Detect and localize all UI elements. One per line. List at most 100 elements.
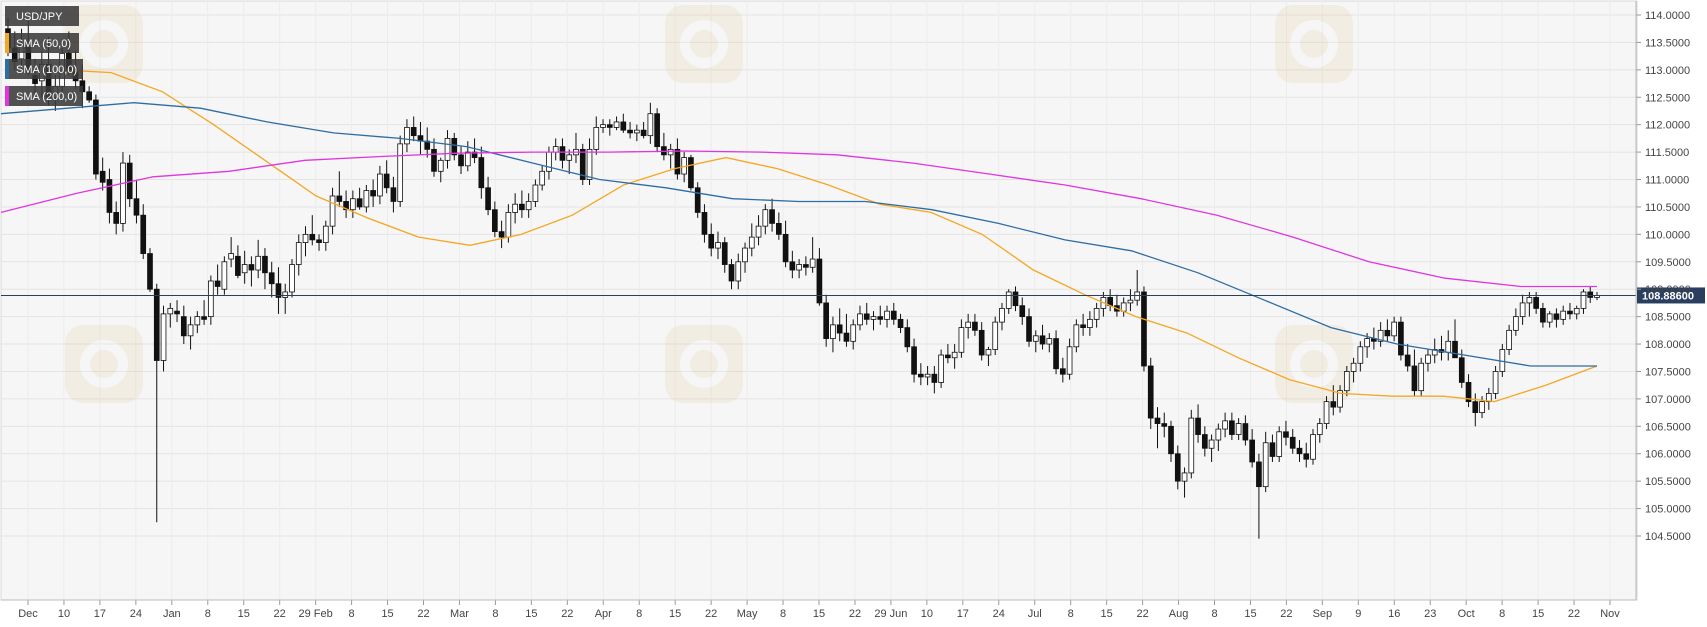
candle-bearish[interactable] [694, 187, 701, 213]
candle-bullish[interactable] [1215, 428, 1222, 441]
candle-bearish[interactable] [1249, 439, 1255, 463]
candle-bullish[interactable] [1445, 340, 1452, 353]
candle-bearish[interactable] [911, 346, 917, 375]
candle-bearish[interactable] [1303, 453, 1310, 460]
candle-bullish[interactable] [742, 247, 748, 263]
candle-bullish[interactable] [1418, 362, 1425, 392]
candle-bearish[interactable] [478, 157, 485, 189]
candle-bullish[interactable] [857, 313, 863, 326]
candle-bullish[interactable] [600, 124, 606, 128]
candle-bearish[interactable] [471, 151, 478, 158]
candle-bullish[interactable] [160, 313, 167, 361]
candle-bearish[interactable] [106, 179, 113, 213]
candle-bullish[interactable] [755, 225, 762, 238]
candle-bullish[interactable] [1262, 442, 1269, 488]
candle-bearish[interactable] [904, 327, 911, 348]
candle-bearish[interactable] [1330, 401, 1337, 408]
candle-bearish[interactable] [972, 321, 978, 331]
candle-bearish[interactable] [431, 148, 437, 172]
candle-bearish[interactable] [1019, 305, 1026, 318]
candle-bearish[interactable] [1168, 425, 1174, 455]
legend-item-usdjpy[interactable]: USD/JPY [5, 6, 79, 26]
candle-bullish[interactable] [1526, 297, 1533, 304]
candle-bullish[interactable] [715, 242, 721, 249]
candle-bearish[interactable] [1080, 324, 1086, 328]
candle-bullish[interactable] [552, 146, 559, 153]
candle-bearish[interactable] [890, 310, 897, 320]
candle-bearish[interactable] [262, 255, 268, 274]
candle-bullish[interactable] [1316, 423, 1323, 435]
candle-bullish[interactable] [322, 225, 329, 243]
candle-bullish[interactable] [444, 137, 451, 161]
candle-bearish[interactable] [1174, 453, 1181, 482]
candle-bullish[interactable] [167, 308, 174, 315]
candle-bearish[interactable] [701, 212, 708, 235]
candle-bullish[interactable] [796, 264, 802, 271]
candle-bearish[interactable] [1465, 382, 1472, 403]
candle-bearish[interactable] [1201, 434, 1208, 449]
candle-bullish[interactable] [1066, 346, 1073, 375]
candle-bullish[interactable] [1134, 291, 1141, 301]
candle-bearish[interactable] [769, 209, 775, 224]
candle-bearish[interactable] [99, 170, 106, 183]
candle-bullish[interactable] [1357, 346, 1364, 364]
candle-bullish[interactable] [1337, 390, 1343, 408]
candle-bullish[interactable] [1560, 310, 1567, 320]
candle-bullish[interactable] [566, 154, 573, 161]
candle-bullish[interactable] [985, 349, 992, 356]
candle-bearish[interactable] [174, 310, 180, 315]
candle-bullish[interactable] [1120, 302, 1127, 312]
candle-bullish[interactable] [1046, 338, 1053, 345]
candle-bullish[interactable] [850, 324, 857, 342]
candle-bearish[interactable] [214, 280, 221, 287]
candle-bullish[interactable] [634, 129, 640, 134]
candle-bearish[interactable] [1540, 308, 1546, 323]
candle-bearish[interactable] [1398, 321, 1404, 356]
candle-bullish[interactable] [120, 162, 126, 224]
candle-bearish[interactable] [789, 261, 796, 271]
candle-bearish[interactable] [458, 154, 464, 167]
candle-bearish[interactable] [492, 209, 498, 233]
candle-bearish[interactable] [1567, 310, 1573, 315]
candle-bullish[interactable] [282, 291, 289, 298]
candle-bearish[interactable] [1283, 431, 1289, 438]
candle-bullish[interactable] [870, 316, 877, 320]
candle-bullish[interactable] [255, 255, 262, 271]
candle-bullish[interactable] [1479, 401, 1485, 414]
candle-bullish[interactable] [762, 209, 769, 227]
candle-bullish[interactable] [505, 212, 512, 238]
candle-bullish[interactable] [1276, 431, 1283, 457]
candle-bearish[interactable] [620, 121, 627, 131]
candle-bullish[interactable] [1343, 371, 1350, 392]
candle-bearish[interactable] [728, 264, 735, 282]
candle-bearish[interactable] [931, 373, 938, 383]
candle-bullish[interactable] [735, 261, 742, 282]
candle-bullish[interactable] [593, 127, 600, 150]
candle-bullish[interactable] [437, 159, 444, 172]
candle-bullish[interactable] [1087, 318, 1093, 329]
candle-bearish[interactable] [1296, 447, 1303, 455]
candle-bearish[interactable] [803, 264, 809, 268]
candle-bearish[interactable] [1039, 335, 1046, 345]
candle-bearish[interactable] [721, 242, 728, 265]
candle-bullish[interactable] [525, 201, 532, 211]
candle-bullish[interactable] [1208, 439, 1215, 449]
candle-bullish[interactable] [221, 261, 228, 290]
candle-bullish[interactable] [1580, 291, 1587, 309]
candle-bearish[interactable] [519, 203, 525, 211]
candle-bearish[interactable] [390, 187, 397, 202]
candle-bearish[interactable] [775, 222, 782, 235]
candle-bearish[interactable] [1472, 401, 1479, 414]
candle-bearish[interactable] [309, 233, 316, 241]
candle-bullish[interactable] [289, 264, 295, 293]
candle-bullish[interactable] [1546, 313, 1553, 323]
candle-bullish[interactable] [958, 327, 965, 353]
candle-bullish[interactable] [1350, 362, 1357, 372]
candle-bullish[interactable] [532, 184, 539, 202]
candle-bearish[interactable] [1161, 423, 1168, 427]
candle-bullish[interactable] [938, 354, 944, 383]
candle-bearish[interactable] [93, 99, 99, 175]
candle-bullish[interactable] [194, 316, 201, 326]
candle-bearish[interactable] [86, 91, 92, 101]
candle-bearish[interactable] [782, 233, 789, 263]
